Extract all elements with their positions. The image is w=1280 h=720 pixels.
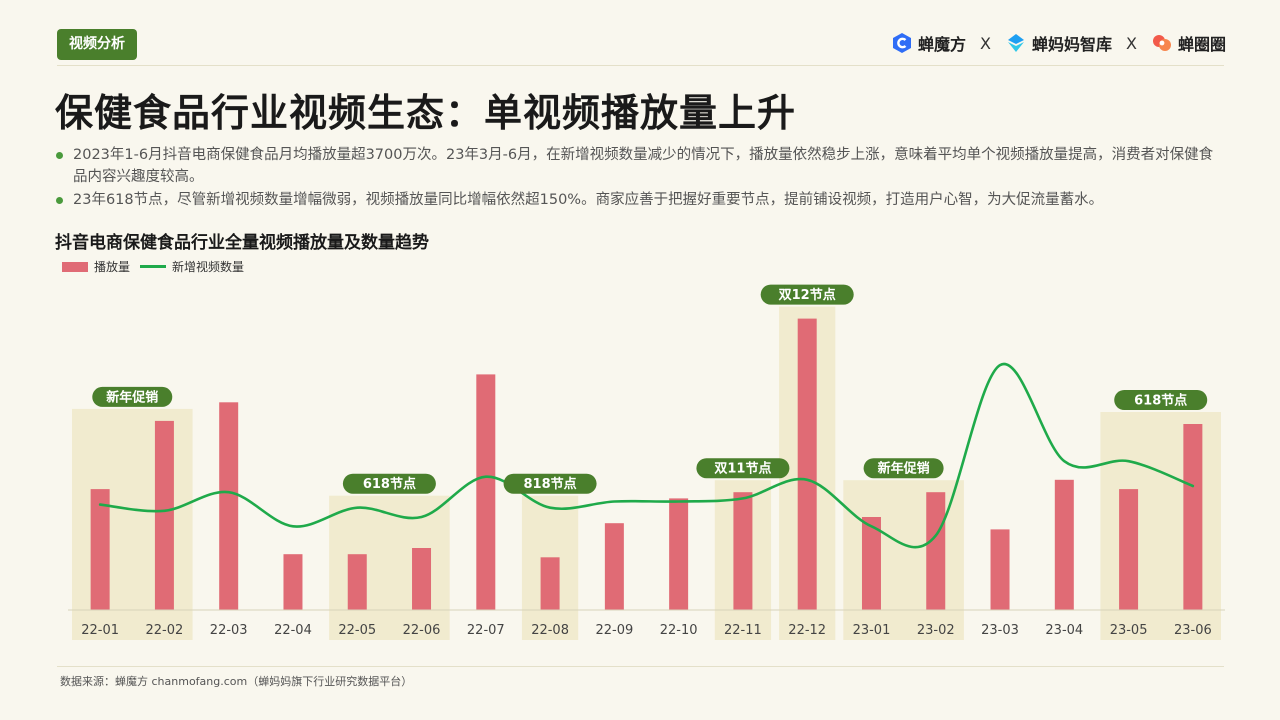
highlight-tag-label: 新年促销	[878, 461, 930, 477]
bullet-text: 2023年1-6月抖音电商保健食品月均播放量超3700万次。23年3月-6月，在…	[73, 147, 1214, 185]
bullet-dot-icon	[56, 152, 63, 159]
x-tick-label: 23-01	[853, 623, 891, 638]
brand-name: 蝉圈圈	[1177, 35, 1226, 54]
chart-title: 抖音电商保健食品行业全量视频播放量及数量趋势	[55, 233, 429, 253]
x-tick-label: 22-09	[595, 623, 633, 638]
x-tick-label: 22-06	[403, 623, 441, 638]
chart-legend: 播放量 新增视频数量	[62, 258, 244, 275]
highlight-tag	[342, 473, 436, 494]
bar-plays	[1054, 479, 1074, 610]
bar-plays	[733, 492, 753, 610]
bar-plays	[669, 498, 689, 610]
x-tick-label: 22-10	[660, 623, 698, 638]
source-footnote: 数据来源：蝉魔方 chanmofang.com（蝉妈妈旗下行业研究数据平台）	[60, 675, 413, 688]
x-tick-label: 22-05	[338, 623, 376, 638]
highlight-tag	[1114, 390, 1208, 410]
highlight-region	[843, 480, 964, 640]
bullet-dot-icon	[56, 197, 63, 204]
highlight-region	[72, 408, 193, 640]
header-divider	[57, 65, 1224, 66]
brand-bar: 蝉魔方 X 蝉妈妈智库 X 蝉圈圈	[891, 28, 1226, 58]
x-tick-label: 22-04	[274, 623, 312, 638]
bar-plays	[90, 489, 110, 610]
bar-plays	[154, 420, 174, 610]
bar-plays	[1119, 489, 1139, 610]
highlight-tag-label: 818节点	[524, 476, 577, 492]
bar-plays	[283, 554, 303, 610]
bar-layer	[90, 318, 1203, 610]
brand-separator: X	[1126, 33, 1137, 53]
chanmama-logo-icon	[1008, 34, 1024, 52]
bar-plays	[604, 523, 624, 610]
section-tag: 视频分析	[57, 29, 137, 60]
bar-plays	[1183, 424, 1203, 610]
highlight-tag-label: 618节点	[1134, 393, 1187, 409]
bar-plays	[540, 557, 560, 610]
series-line-videos	[98, 362, 1195, 549]
legend-bar-swatch	[62, 261, 88, 272]
highlight-tag	[92, 386, 173, 407]
x-tick-label: 23-02	[917, 623, 955, 638]
highlight-tag	[863, 458, 944, 479]
highlight-region	[1100, 412, 1221, 640]
x-tick-label: 23-05	[1110, 623, 1148, 638]
legend-label-plays: 播放量	[94, 260, 131, 274]
brand-chanquanquan: 蝉圈圈	[1151, 31, 1226, 55]
bar-plays	[926, 492, 946, 610]
legend-line-swatch	[140, 265, 167, 268]
bar-plays	[412, 548, 432, 610]
highlight-tag-label: 双12节点	[779, 287, 836, 303]
x-tick-label: 22-02	[146, 623, 184, 638]
chanmofang-logo-icon	[893, 33, 912, 53]
bar-plays	[347, 554, 367, 610]
highlight-tag	[696, 458, 790, 479]
x-tick-label: 22-03	[210, 623, 248, 638]
bar-plays	[797, 318, 817, 610]
tick-layer: 22-01 22-02 22-03 22-04 22-05 22-06 22-07 22-08…	[81, 623, 1212, 638]
bar-plays	[861, 517, 881, 610]
x-tick-label: 22-12	[788, 623, 826, 638]
x-tick-label: 23-04	[1045, 623, 1083, 638]
x-tick-label: 22-07	[467, 623, 505, 638]
highlight-layer	[72, 306, 1221, 640]
brand-name: 蝉妈妈智库	[1032, 35, 1113, 54]
brand-separator: X	[980, 33, 991, 53]
x-tick-label: 22-01	[81, 623, 119, 638]
x-tick-label: 23-03	[981, 623, 1019, 638]
chanquanquan-logo-icon	[1152, 35, 1171, 51]
legend-label-videos: 新增视频数量	[172, 260, 245, 274]
footer-divider	[57, 666, 1224, 667]
bullet-item: 23年618节点，尽管新增视频数量增幅微弱，视频播放量同比增幅依然超150%。商…	[55, 189, 1225, 211]
bar-plays	[476, 374, 496, 610]
brand-chanmama: 蝉妈妈智库	[1005, 31, 1112, 55]
highlight-tag-label: 双11节点	[714, 461, 771, 477]
highlight-tag	[503, 473, 597, 494]
highlight-region	[329, 495, 450, 640]
bullet-text: 23年618节点，尽管新增视频数量增幅微弱，视频播放量同比增幅依然超150%。商…	[73, 192, 1104, 208]
bar-plays	[219, 402, 239, 610]
page-title: 保健食品行业视频生态：单视频播放量上升	[55, 91, 797, 135]
highlight-tag-label: 618节点	[363, 476, 416, 492]
brand-name: 蝉魔方	[918, 35, 967, 54]
highlight-tag-label: 新年促销	[106, 389, 158, 405]
summary-bullets: 2023年1-6月抖音电商保健食品月均播放量超3700万次。23年3月-6月，在…	[55, 144, 1225, 212]
brand-chanmofang: 蝉魔方	[891, 31, 966, 55]
x-tick-label: 23-06	[1174, 623, 1212, 638]
bullet-item: 2023年1-6月抖音电商保健食品月均播放量超3700万次。23年3月-6月，在…	[55, 144, 1225, 188]
highlight-tag	[760, 284, 854, 305]
x-tick-label: 22-08	[531, 623, 569, 638]
x-tick-label: 22-11	[724, 623, 762, 638]
bar-plays	[990, 529, 1010, 610]
